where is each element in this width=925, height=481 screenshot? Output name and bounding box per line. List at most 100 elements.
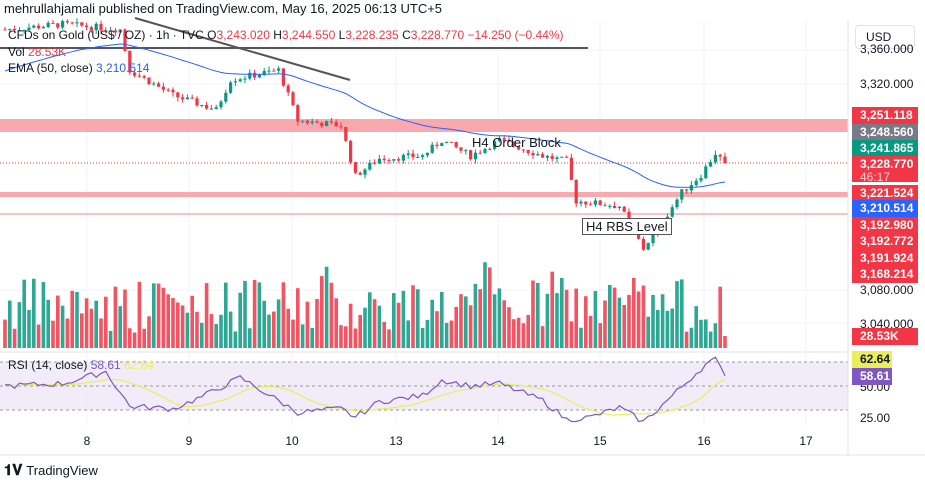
candle [99, 23, 103, 31]
volume-bar [176, 302, 180, 348]
candle [262, 70, 266, 75]
rsi-band [0, 362, 848, 410]
high-value: 3,244.550 [281, 28, 336, 42]
volume-bar [435, 311, 439, 348]
volume-bar [377, 305, 382, 348]
volume-bar [291, 319, 295, 348]
candle [37, 25, 41, 29]
candle [176, 92, 180, 98]
candle [709, 162, 713, 167]
volume-bar [473, 283, 478, 348]
candle [680, 189, 684, 200]
candle [123, 29, 127, 51]
ema-label: EMA (50, close) [8, 61, 93, 75]
volume-bar [281, 282, 286, 348]
volume-bar [142, 328, 146, 348]
tradingview-logo[interactable]: 𝟏𝐕 TradingView [4, 462, 98, 479]
volume-bar [416, 289, 420, 348]
candle [205, 104, 209, 109]
candle [209, 108, 213, 110]
symbol-legend[interactable]: CFDs on Gold (US$ / OZ) · 1h · TVC O3,24… [8, 28, 564, 42]
order-block-label[interactable]: H4 Order Block [472, 135, 561, 150]
candle [435, 144, 439, 146]
low-value: 3,228.235 [345, 28, 399, 42]
candle [8, 28, 12, 30]
volume-bar [358, 314, 362, 348]
candle [291, 92, 295, 106]
volume-bar [401, 290, 406, 348]
rsi-legend[interactable]: RSI (14, close) 58.61 62.64 [8, 358, 154, 372]
vol-label: Vol [8, 45, 25, 59]
volume-bar [344, 326, 348, 348]
close-label: C [402, 28, 411, 42]
currency-button[interactable]: USD [855, 25, 915, 49]
candle [214, 107, 218, 110]
candle [219, 101, 223, 108]
ema-legend[interactable]: EMA (50, close) 3,210.514 [8, 61, 149, 75]
candle [277, 68, 281, 71]
volume-bar [440, 291, 444, 348]
candle [339, 126, 343, 128]
volume-bar [531, 280, 535, 348]
volume-bar [694, 306, 698, 348]
candle [608, 205, 612, 207]
candle [229, 82, 233, 93]
volume-bar [488, 267, 492, 348]
candle [459, 147, 463, 151]
volume-legend[interactable]: Vol 28.53K [8, 45, 66, 59]
volume-bar [190, 295, 194, 348]
candle [627, 211, 631, 221]
rsi-label: RSI (14, close) [8, 358, 88, 372]
volume-bar [156, 283, 161, 348]
tradingview-logo-icon: 𝟏𝐕 [4, 462, 23, 479]
volume-bar [411, 285, 415, 348]
candle [478, 152, 482, 154]
volume-bar [464, 296, 468, 348]
candle [272, 70, 276, 72]
candle [502, 138, 506, 140]
volume-bar [713, 323, 718, 348]
volume-bar [41, 282, 46, 348]
candle [200, 104, 204, 106]
rsi-axis-tick: 25.00 [860, 411, 891, 425]
candle [584, 201, 588, 205]
volume-bar [636, 291, 641, 348]
volume-bar [339, 325, 343, 348]
volume-bar [641, 285, 646, 348]
candle [387, 160, 391, 162]
candle [416, 156, 420, 158]
candle [411, 153, 415, 158]
volume-bar [468, 305, 473, 348]
volume-bar [382, 321, 386, 348]
candle [185, 97, 189, 100]
volume-bar [372, 299, 377, 348]
candle [531, 153, 535, 156]
candle [469, 150, 473, 160]
volume-bar [104, 296, 108, 348]
volume-bar [248, 328, 252, 348]
volume-bar [51, 320, 55, 348]
candle [613, 205, 617, 208]
volume-bar [584, 296, 588, 348]
rbs-level-label[interactable]: H4 RBS Level [582, 218, 672, 235]
candle [46, 22, 50, 28]
volume-bar [329, 282, 334, 348]
volume-bar [161, 287, 166, 348]
volume-bar [118, 306, 122, 348]
ema-value: 3,210.514 [96, 61, 150, 75]
volume-bar [603, 300, 607, 348]
volume-bar [147, 316, 151, 348]
volume-bar [262, 300, 266, 348]
price-label: 3,192.772 [852, 233, 918, 250]
volume-bar [449, 320, 454, 348]
volume-bar [723, 336, 727, 348]
volume-bar [219, 314, 223, 348]
volume-bar [392, 293, 396, 348]
candle [152, 83, 156, 85]
candle [617, 206, 621, 208]
volume-bar [545, 293, 550, 348]
volume-bar [363, 307, 367, 348]
candle [286, 85, 290, 93]
change-value: −14.250 (−0.44%) [467, 28, 564, 42]
